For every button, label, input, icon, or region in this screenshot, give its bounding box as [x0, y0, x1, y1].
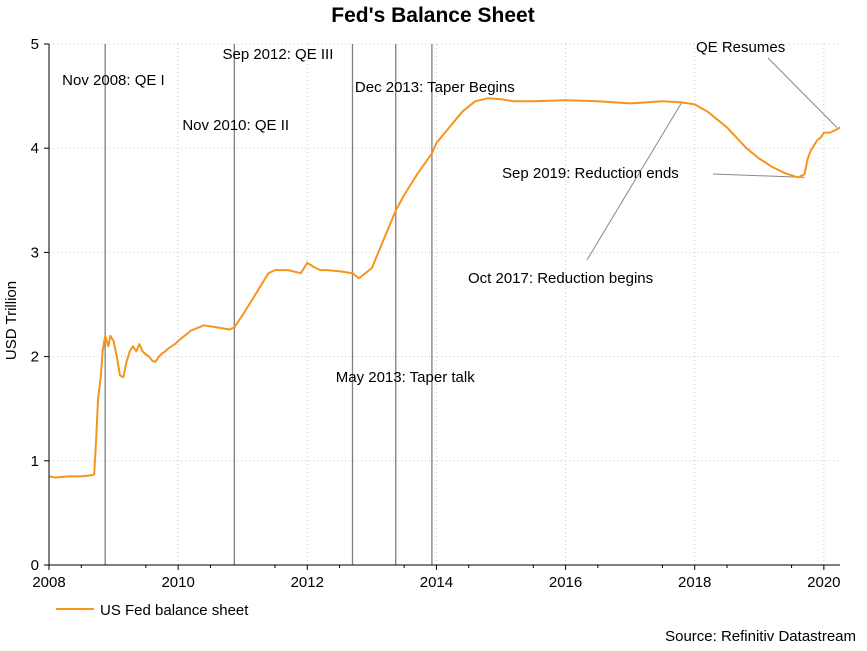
annotation-label: Sep 2019: Reduction ends: [502, 165, 679, 182]
y-tick-label: 0: [31, 557, 39, 574]
annotation-labels: Nov 2008: QE I Nov 2010: QE II Sep 2012: Q…: [62, 39, 785, 386]
annotation-label: Oct 2017: Reduction begins: [468, 270, 653, 287]
event-label: May 2013: Taper talk: [336, 369, 475, 386]
series-layer: [48, 97, 841, 479]
x-tick-label: 2014: [420, 574, 453, 591]
event-lines: [104, 44, 433, 565]
x-tick-label: 2008: [32, 574, 65, 591]
event-label: Nov 2008: QE I: [62, 72, 165, 89]
y-tick-label: 4: [31, 140, 39, 157]
event-label: Sep 2012: QE III: [222, 46, 333, 63]
chart-title: Fed's Balance Sheet: [331, 4, 534, 27]
event-label: Dec 2013: Taper Begins: [355, 79, 515, 96]
x-tick-label: 2020: [807, 574, 840, 591]
x-tick-label: 2010: [161, 574, 194, 591]
series-line: [48, 97, 841, 479]
x-tick-label: 2018: [678, 574, 711, 591]
annotation-leader: [767, 57, 838, 128]
x-tick-label: 2012: [291, 574, 324, 591]
y-tick-label: 3: [31, 244, 39, 261]
annotation-leader: [712, 173, 805, 178]
annotation-leader: [586, 102, 683, 261]
legend-label: US Fed balance sheet: [100, 602, 249, 619]
x-tick-label: 2016: [549, 574, 582, 591]
y-tick-label: 2: [31, 349, 39, 366]
legend: US Fed balance sheet: [56, 602, 249, 619]
annotation-leaders: [586, 57, 838, 261]
annotation-label: QE Resumes: [696, 39, 785, 56]
y-axis-label: USD Trillion: [3, 281, 20, 360]
axes: 0 1 2 3 4 5 2008 2010 2012 2014 2016 2018 2020: [31, 36, 841, 591]
event-label: Nov 2010: QE II: [182, 117, 289, 134]
y-tick-label: 5: [31, 36, 39, 53]
y-tick-label: 1: [31, 453, 39, 470]
source-note: Source: Refinitiv Datastream: [665, 628, 856, 645]
